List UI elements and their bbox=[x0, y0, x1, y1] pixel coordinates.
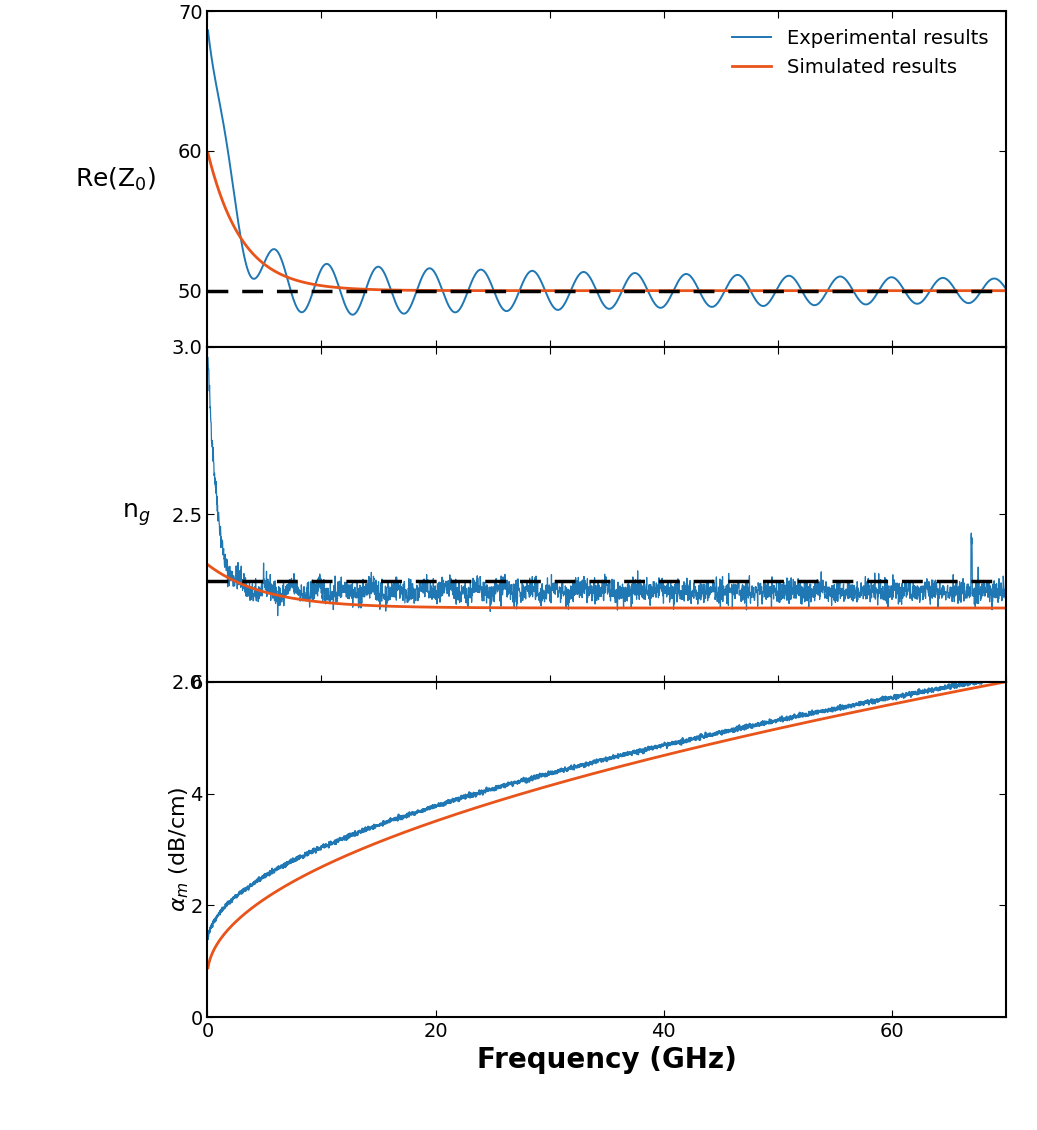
Simulated results bbox=[984, 601, 997, 615]
Simulated results bbox=[1000, 284, 1012, 297]
Simulated results bbox=[292, 592, 305, 606]
Simulated results bbox=[542, 780, 555, 793]
Experimental results bbox=[202, 932, 215, 946]
Simulated results bbox=[508, 601, 521, 615]
Experimental results bbox=[1000, 671, 1012, 685]
Simulated results bbox=[292, 871, 305, 885]
Experimental results bbox=[542, 585, 555, 599]
Experimental results bbox=[508, 600, 521, 614]
Experimental results bbox=[292, 304, 305, 318]
Simulated results bbox=[898, 601, 910, 615]
Line: Experimental results: Experimental results bbox=[208, 31, 1006, 315]
Simulated results bbox=[1000, 601, 1012, 615]
Experimental results bbox=[898, 582, 910, 596]
Experimental results bbox=[996, 668, 1008, 681]
Experimental results bbox=[202, 24, 215, 37]
Simulated results bbox=[508, 789, 521, 802]
Experimental results bbox=[508, 296, 521, 310]
Simulated results bbox=[542, 601, 555, 615]
Experimental results bbox=[898, 284, 910, 297]
Experimental results bbox=[542, 765, 555, 779]
Experimental results bbox=[1000, 282, 1012, 296]
Simulated results bbox=[898, 695, 910, 709]
Simulated results bbox=[984, 284, 997, 297]
Y-axis label: $\alpha_m$ (dB/cm): $\alpha_m$ (dB/cm) bbox=[167, 786, 191, 912]
Experimental results bbox=[898, 688, 910, 702]
Experimental results bbox=[984, 673, 997, 687]
Experimental results bbox=[293, 588, 306, 601]
Experimental results bbox=[340, 301, 353, 314]
Line: Simulated results: Simulated results bbox=[208, 681, 1006, 968]
Simulated results bbox=[1000, 675, 1012, 688]
Legend: Experimental results, Simulated results: Experimental results, Simulated results bbox=[725, 21, 997, 85]
Simulated results bbox=[202, 558, 215, 572]
Simulated results bbox=[202, 962, 215, 975]
Simulated results bbox=[898, 284, 910, 297]
Experimental results bbox=[984, 273, 997, 287]
Experimental results bbox=[340, 577, 353, 591]
Line: Simulated results: Simulated results bbox=[208, 565, 1006, 608]
Experimental results bbox=[272, 609, 284, 623]
Line: Experimental results: Experimental results bbox=[208, 675, 1006, 939]
Line: Experimental results: Experimental results bbox=[208, 357, 1006, 616]
Line: Simulated results: Simulated results bbox=[208, 154, 1006, 290]
Experimental results bbox=[292, 852, 305, 866]
Experimental results bbox=[346, 308, 359, 322]
Experimental results bbox=[202, 350, 215, 364]
Simulated results bbox=[984, 678, 997, 692]
Y-axis label: n$_g$: n$_g$ bbox=[122, 501, 151, 528]
Simulated results bbox=[340, 849, 353, 862]
Simulated results bbox=[542, 284, 555, 297]
Simulated results bbox=[340, 598, 353, 611]
Experimental results bbox=[542, 293, 555, 306]
Simulated results bbox=[202, 147, 215, 160]
Simulated results bbox=[340, 281, 353, 295]
Experimental results bbox=[508, 776, 521, 790]
Experimental results bbox=[984, 588, 997, 601]
Y-axis label: Re(Z$_0$): Re(Z$_0$) bbox=[75, 165, 156, 192]
Simulated results bbox=[292, 275, 305, 288]
Simulated results bbox=[508, 284, 521, 297]
X-axis label: Frequency (GHz): Frequency (GHz) bbox=[477, 1046, 736, 1075]
Experimental results bbox=[1000, 585, 1012, 599]
Experimental results bbox=[340, 829, 353, 843]
